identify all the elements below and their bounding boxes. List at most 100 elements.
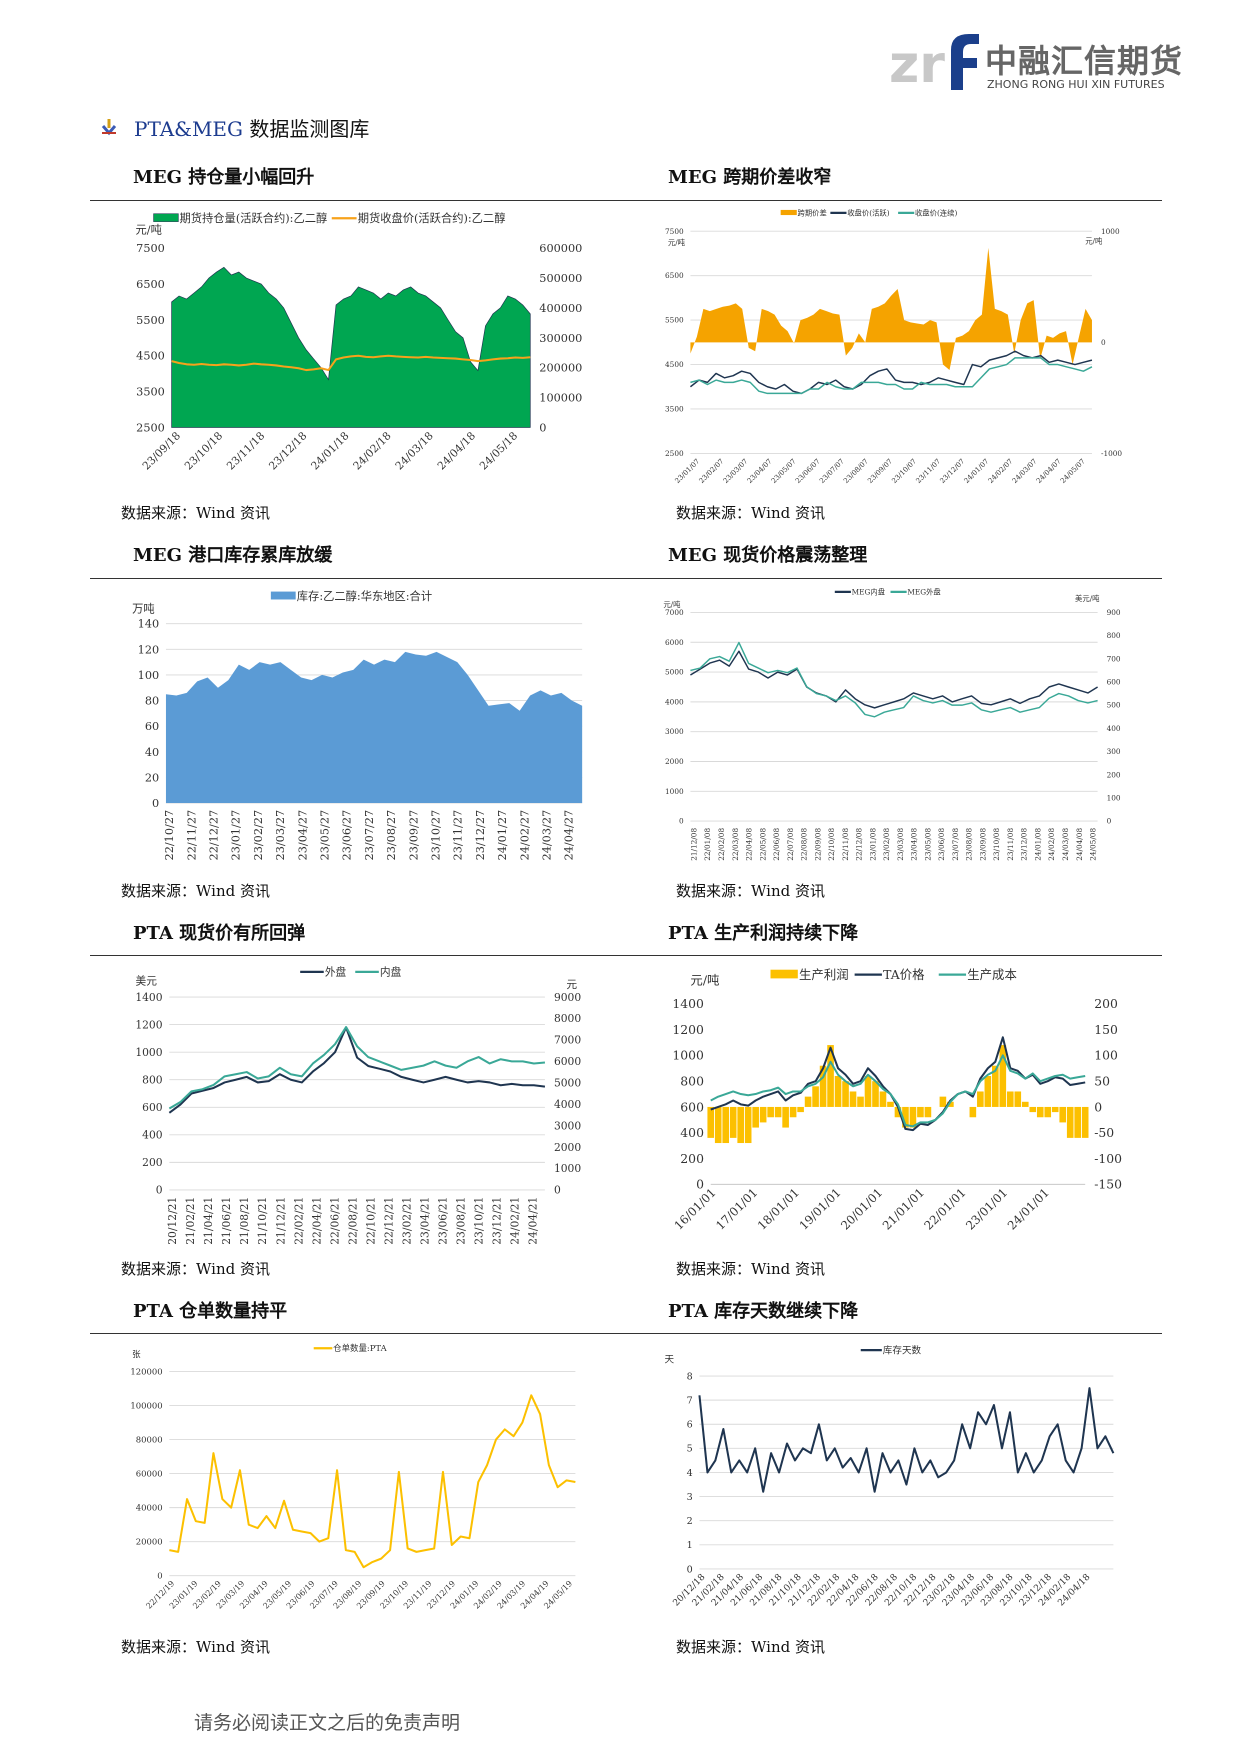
legend-item: 生产成本: [938, 967, 1017, 982]
x-axis-tick-label: 21/02/21: [184, 1197, 197, 1245]
left-axis-tick-label: 2000: [665, 757, 684, 766]
right-axis-tick-label: 500: [1107, 701, 1121, 710]
left-axis-tick-label: 1400: [672, 996, 704, 1011]
data-source-note: 数据来源：Wind 资讯: [121, 504, 270, 522]
right-axis-tick-label: -100: [1094, 1151, 1122, 1166]
left-axis-tick-label: 800: [142, 1073, 163, 1086]
x-axis-tick-label: 23/06/21: [437, 1197, 450, 1245]
left-axis-tick-label: 1000: [672, 1048, 704, 1063]
bar-生产利润: [737, 1106, 744, 1144]
bar-生产利润: [872, 1081, 879, 1107]
x-axis-tick-label: 23/09/27: [407, 810, 420, 861]
left-axis-tick-label: 0: [152, 797, 159, 810]
right-axis-tick-label: 7000: [554, 1034, 581, 1047]
x-axis-tick-label: 22/03/08: [731, 828, 740, 861]
chart-8: 01234567820/12/1821/02/1821/04/1821/06/1…: [664, 1344, 1115, 1608]
left-axis-tick-label: 1200: [672, 1022, 704, 1037]
left-axis-tick-label: 6500: [136, 278, 165, 291]
left-axis-tick-label: 200: [680, 1151, 704, 1166]
area-series-跨期价差: [690, 247, 1092, 371]
x-axis-tick-label: 23/06/08: [937, 828, 946, 861]
left-axis-tick-label: 600: [680, 1099, 704, 1114]
left-axis-tick-label: 600: [142, 1101, 163, 1114]
legend-item: 收盘价(活跃): [830, 208, 890, 217]
right-axis-tick-label: 900: [1107, 608, 1121, 617]
bar-生产利润: [1006, 1091, 1014, 1107]
right-axis-tick-label: 150: [1094, 1022, 1118, 1037]
x-axis-tick-label: 23/09/18: [140, 429, 183, 472]
left-axis-tick-label: 60000: [136, 1469, 163, 1479]
x-axis-tick-label: 22/04/08: [745, 828, 754, 861]
company-logo: zr: [889, 34, 979, 94]
bar-生产利润: [1074, 1106, 1082, 1138]
line-series-MEG内盘: [690, 650, 1098, 709]
right-axis-tick-label: 400000: [539, 302, 582, 315]
legend-label: 内盘: [380, 966, 402, 979]
bar-生产利润: [714, 1106, 722, 1144]
area-series-库存:乙二醇:华东地区:合计: [165, 651, 583, 804]
line-series-外盘: [168, 1026, 546, 1114]
left-axis-tick-label: 60: [145, 720, 159, 733]
x-axis-tick-label: 16/01/01: [671, 1185, 718, 1232]
left-axis-tick-label: 7000: [665, 608, 684, 617]
x-axis-tick-label: 22/06/08: [772, 828, 781, 861]
x-axis-tick-label: 21/12/08: [690, 828, 699, 861]
bar-生产利润: [744, 1106, 752, 1144]
bar-生产利润: [782, 1106, 789, 1128]
x-axis-tick-label: 23/05/27: [318, 810, 331, 861]
svg-text:zr: zr: [889, 35, 945, 94]
left-axis-tick-label: 800: [680, 1074, 704, 1089]
x-axis-tick-label: 23/03/07: [722, 457, 750, 485]
x-axis-tick-label: 23/10/27: [429, 810, 442, 861]
bar-生产利润: [789, 1106, 797, 1118]
legend-item: 跨期价差: [780, 208, 827, 217]
bar-生产利润: [939, 1096, 947, 1107]
left-axis-unit: 万吨: [132, 602, 155, 615]
data-source-note: 数据来源：Wind 资讯: [676, 1638, 825, 1656]
x-axis-tick-label: 20/12/21: [166, 1197, 179, 1245]
x-axis-tick-label: 23/01/08: [868, 828, 877, 861]
bar-生产利润: [759, 1106, 767, 1123]
x-axis-tick-label: 23/12/21: [491, 1197, 504, 1245]
chart-3: 0 20 40 60 80 100 120 140 22/10/27 22/11/27 22/12/…: [132, 589, 583, 861]
left-axis-tick-label: 7: [687, 1395, 693, 1406]
legend-item: 生产利润: [770, 967, 849, 982]
x-axis-tick-label: 23/11/18: [224, 429, 267, 472]
x-axis-tick-label: 23/08/08: [965, 828, 974, 861]
bar-生产利润: [857, 1096, 864, 1107]
x-axis-tick-label: 22/12/08: [855, 828, 864, 861]
x-axis-tick-label: 23/11/27: [452, 810, 465, 861]
chart-title: MEG 港口库存累库放缓: [133, 545, 333, 566]
legend-item: 仓单数量:PTA: [313, 1343, 388, 1353]
right-axis-tick-label: 500000: [539, 272, 582, 285]
left-axis-tick-label: 100: [138, 669, 160, 682]
legend-label: 期货持仓量(活跃合约):乙二醇: [179, 211, 327, 225]
x-axis-tick-label: 23/04/07: [746, 457, 774, 485]
legend-item: TA价格: [854, 967, 925, 982]
x-axis-tick-label: 23/03/08: [896, 828, 905, 861]
left-axis-tick-label: 3500: [665, 405, 684, 414]
x-axis-tick-label: 23/10/18: [182, 429, 225, 472]
logo-chinese-name: 中融汇信期货: [985, 42, 1184, 80]
legend-item: MEG内盘: [834, 587, 885, 596]
left-axis-tick-label: 7500: [665, 227, 684, 236]
chart-title: MEG 持仓量小幅回升: [133, 167, 315, 188]
right-axis-tick-label: 0: [1101, 338, 1106, 347]
section-title: PTA&MEG 数据监测图库: [134, 113, 369, 142]
bar-生产利润: [804, 1096, 812, 1107]
right-axis-tick-label: 100: [1094, 1048, 1118, 1063]
bar-生产利润: [947, 1101, 954, 1107]
left-axis-tick-label: 4: [687, 1468, 693, 1479]
bar-生产利润: [1066, 1106, 1074, 1138]
x-axis-tick-label: 22/02/21: [292, 1197, 305, 1245]
bar-生产利润: [902, 1106, 909, 1128]
bar-生产利润: [729, 1106, 737, 1138]
x-axis-tick-label: 22/10/27: [163, 810, 176, 861]
left-axis-tick-label: 40000: [136, 1503, 163, 1513]
x-axis-tick-label: 24/02/18: [351, 429, 394, 472]
x-axis-tick-label: 17/01/01: [713, 1185, 760, 1232]
bar-生产利润: [819, 1065, 827, 1107]
section-divider: [90, 955, 1162, 956]
chart-title: PTA 仓单数量持平: [133, 1301, 288, 1322]
legend-label: MEG外盘: [907, 587, 940, 596]
